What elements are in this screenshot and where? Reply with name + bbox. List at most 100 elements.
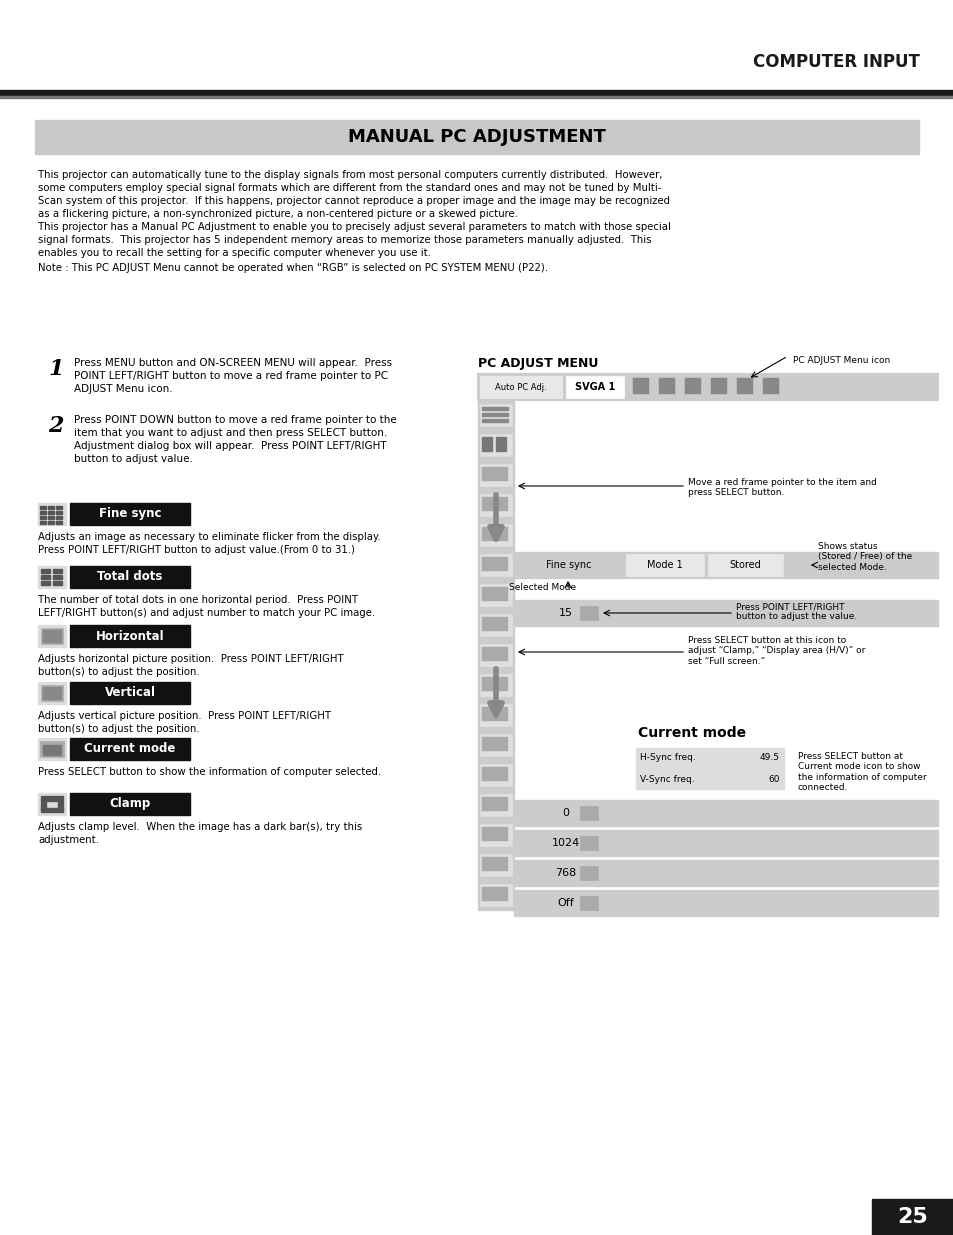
Bar bbox=[56, 511, 62, 514]
Bar bbox=[479, 764, 512, 785]
Bar bbox=[479, 555, 512, 576]
Bar bbox=[481, 557, 507, 571]
Bar bbox=[481, 437, 492, 451]
Bar bbox=[41, 576, 50, 579]
Bar bbox=[40, 516, 46, 519]
Bar bbox=[40, 741, 64, 757]
Text: PC ADJUST MENU: PC ADJUST MENU bbox=[477, 357, 598, 370]
Text: button(s) to adjust the position.: button(s) to adjust the position. bbox=[38, 724, 199, 734]
Bar bbox=[40, 511, 46, 514]
Bar bbox=[35, 120, 918, 154]
Text: 1: 1 bbox=[49, 358, 64, 380]
Bar bbox=[56, 506, 62, 509]
Bar bbox=[479, 404, 512, 426]
Bar bbox=[514, 600, 937, 626]
Bar bbox=[760, 375, 781, 398]
Bar bbox=[43, 630, 61, 642]
Text: 1024: 1024 bbox=[551, 839, 579, 848]
Bar bbox=[481, 706, 507, 721]
Bar bbox=[707, 555, 782, 576]
Text: The number of total dots in one horizontal period.  Press POINT: The number of total dots in one horizont… bbox=[38, 595, 357, 605]
Text: SVGA 1: SVGA 1 bbox=[575, 382, 615, 391]
Bar bbox=[481, 496, 507, 511]
Text: signal formats.  This projector has 5 independent memory areas to memorize those: signal formats. This projector has 5 ind… bbox=[38, 235, 651, 245]
Bar bbox=[0, 96, 953, 98]
Bar bbox=[481, 618, 507, 631]
Bar bbox=[41, 580, 50, 585]
Text: Press SELECT button at this icon to
adjust “Clamp,” “Display area (H/V)” or
set : Press SELECT button at this icon to adju… bbox=[687, 636, 864, 666]
Bar bbox=[633, 378, 648, 394]
Bar bbox=[41, 569, 50, 573]
Text: enables you to recall the setting for a specific computer whenever you use it.: enables you to recall the setting for a … bbox=[38, 248, 431, 258]
Text: Move a red frame pointer to the item and
press SELECT button.: Move a red frame pointer to the item and… bbox=[687, 478, 876, 498]
Text: COMPUTER INPUT: COMPUTER INPUT bbox=[752, 53, 919, 70]
Text: Adjusts an image as necessary to eliminate flicker from the display.: Adjusts an image as necessary to elimina… bbox=[38, 532, 380, 542]
Bar bbox=[514, 830, 937, 856]
Bar bbox=[659, 378, 675, 394]
Bar bbox=[871, 1199, 953, 1235]
Bar bbox=[579, 897, 598, 910]
Bar bbox=[579, 606, 598, 620]
Bar bbox=[481, 767, 507, 781]
Bar bbox=[629, 375, 651, 398]
Bar bbox=[479, 794, 512, 816]
Text: Fine sync: Fine sync bbox=[99, 508, 161, 520]
Bar bbox=[710, 378, 726, 394]
Text: adjustment.: adjustment. bbox=[38, 835, 99, 845]
Bar bbox=[514, 800, 937, 826]
Text: MANUAL PC ADJUSTMENT: MANUAL PC ADJUSTMENT bbox=[348, 128, 605, 146]
Bar bbox=[38, 682, 66, 704]
Bar bbox=[58, 802, 63, 810]
Text: Adjusts clamp level.  When the image has a dark bar(s), try this: Adjusts clamp level. When the image has … bbox=[38, 823, 362, 832]
Bar bbox=[41, 685, 63, 701]
Bar bbox=[43, 687, 61, 699]
Text: LEFT/RIGHT button(s) and adjust number to match your PC image.: LEFT/RIGHT button(s) and adjust number t… bbox=[38, 608, 375, 618]
Bar bbox=[48, 516, 54, 519]
Bar bbox=[41, 629, 63, 643]
Text: This projector can automatically tune to the display signals from most personal : This projector can automatically tune to… bbox=[38, 170, 661, 180]
Bar bbox=[656, 375, 678, 398]
Text: item that you want to adjust and then press SELECT button.: item that you want to adjust and then pr… bbox=[74, 429, 387, 438]
Bar bbox=[481, 737, 507, 751]
Bar bbox=[681, 375, 703, 398]
Bar bbox=[38, 566, 66, 588]
Bar bbox=[481, 587, 507, 601]
Bar bbox=[481, 647, 507, 661]
Bar bbox=[41, 797, 63, 802]
Text: Press POINT LEFT/RIGHT button to adjust value.(From 0 to 31.): Press POINT LEFT/RIGHT button to adjust … bbox=[38, 545, 355, 555]
Bar bbox=[636, 769, 783, 789]
Bar bbox=[477, 374, 937, 400]
Text: Press POINT LEFT/RIGHT
button to adjust the value.: Press POINT LEFT/RIGHT button to adjust … bbox=[735, 601, 857, 621]
Bar bbox=[0, 90, 953, 95]
Text: Total dots: Total dots bbox=[97, 571, 163, 583]
Bar bbox=[625, 555, 703, 576]
Text: V-Sync freq.: V-Sync freq. bbox=[639, 774, 694, 783]
Bar bbox=[481, 412, 507, 416]
Bar bbox=[479, 674, 512, 697]
Text: Current mode: Current mode bbox=[84, 742, 175, 756]
Bar bbox=[481, 677, 507, 692]
Bar bbox=[733, 375, 755, 398]
Bar bbox=[514, 890, 937, 916]
Bar bbox=[479, 853, 512, 876]
Bar bbox=[56, 521, 62, 524]
Bar bbox=[481, 797, 507, 811]
Bar bbox=[479, 433, 512, 456]
Text: Press MENU button and ON-SCREEN MENU will appear.  Press: Press MENU button and ON-SCREEN MENU wil… bbox=[74, 358, 392, 368]
Bar bbox=[479, 584, 512, 606]
Text: ADJUST Menu icon.: ADJUST Menu icon. bbox=[74, 384, 172, 394]
Bar bbox=[565, 375, 623, 398]
Text: button(s) to adjust the position.: button(s) to adjust the position. bbox=[38, 667, 199, 677]
Text: Press SELECT button at
Current mode icon to show
the information of computer
con: Press SELECT button at Current mode icon… bbox=[797, 752, 925, 792]
Text: PC ADJUST Menu icon: PC ADJUST Menu icon bbox=[792, 356, 889, 366]
Bar bbox=[41, 802, 46, 810]
Text: Note : This PC ADJUST Menu cannot be operated when “RGB” is selected on PC SYSTE: Note : This PC ADJUST Menu cannot be ope… bbox=[38, 263, 548, 273]
Bar bbox=[479, 704, 512, 726]
Text: Horizontal: Horizontal bbox=[95, 630, 164, 642]
Bar bbox=[636, 748, 783, 768]
Bar bbox=[479, 494, 512, 516]
Text: Current mode: Current mode bbox=[638, 726, 745, 740]
Text: some computers employ special signal formats which are different from the standa: some computers employ special signal for… bbox=[38, 183, 660, 193]
Text: Shows status
(Stored / Free) of the
selected Mode.: Shows status (Stored / Free) of the sele… bbox=[817, 542, 911, 572]
Bar bbox=[56, 516, 62, 519]
